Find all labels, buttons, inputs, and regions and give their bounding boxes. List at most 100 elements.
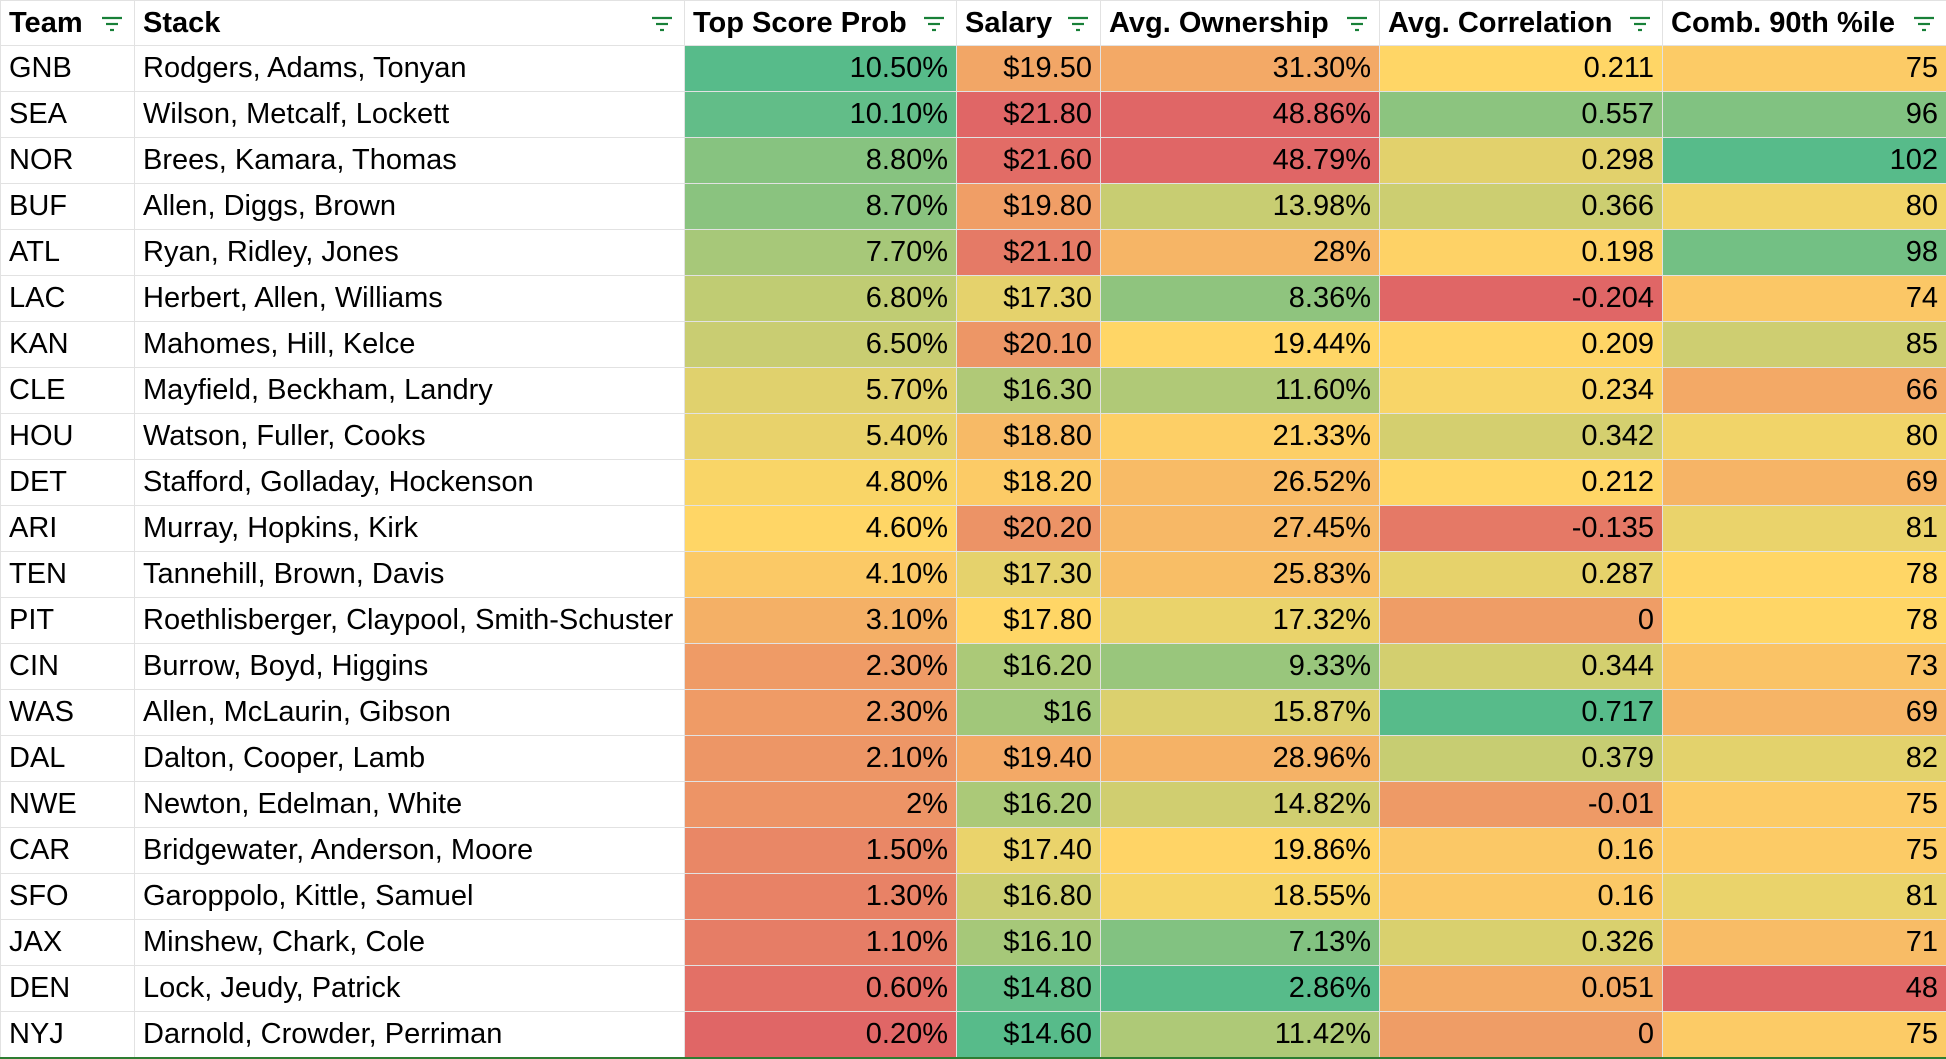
cell-comb-90th[interactable]: 75: [1663, 46, 1946, 92]
cell-comb-90th[interactable]: 71: [1663, 920, 1946, 966]
cell-avg-ownership[interactable]: 15.87%: [1101, 690, 1380, 736]
cell-team[interactable]: SEA: [1, 92, 135, 138]
cell-avg-ownership[interactable]: 31.30%: [1101, 46, 1380, 92]
cell-stack[interactable]: Allen, Diggs, Brown: [135, 184, 685, 230]
cell-avg-correlation[interactable]: 0.287: [1380, 552, 1663, 598]
cell-avg-ownership[interactable]: 19.86%: [1101, 828, 1380, 874]
cell-top-score-prob[interactable]: 10.10%: [685, 92, 957, 138]
cell-avg-correlation[interactable]: 0.379: [1380, 736, 1663, 782]
cell-avg-correlation[interactable]: 0.198: [1380, 230, 1663, 276]
cell-stack[interactable]: Ryan, Ridley, Jones: [135, 230, 685, 276]
cell-stack[interactable]: Tannehill, Brown, Davis: [135, 552, 685, 598]
cell-salary[interactable]: $17.30: [957, 276, 1101, 322]
cell-avg-correlation[interactable]: 0.298: [1380, 138, 1663, 184]
cell-avg-correlation[interactable]: 0.209: [1380, 322, 1663, 368]
cell-salary[interactable]: $19.40: [957, 736, 1101, 782]
cell-comb-90th[interactable]: 80: [1663, 414, 1946, 460]
cell-top-score-prob[interactable]: 6.80%: [685, 276, 957, 322]
cell-avg-correlation[interactable]: -0.135: [1380, 506, 1663, 552]
cell-team[interactable]: NOR: [1, 138, 135, 184]
cell-salary[interactable]: $17.40: [957, 828, 1101, 874]
cell-comb-90th[interactable]: 81: [1663, 874, 1946, 920]
cell-avg-correlation[interactable]: 0.326: [1380, 920, 1663, 966]
cell-salary[interactable]: $21.10: [957, 230, 1101, 276]
cell-avg-ownership[interactable]: 27.45%: [1101, 506, 1380, 552]
cell-avg-correlation[interactable]: -0.01: [1380, 782, 1663, 828]
cell-avg-correlation[interactable]: 0.717: [1380, 690, 1663, 736]
cell-avg-ownership[interactable]: 25.83%: [1101, 552, 1380, 598]
cell-comb-90th[interactable]: 69: [1663, 690, 1946, 736]
cell-comb-90th[interactable]: 81: [1663, 506, 1946, 552]
cell-avg-correlation[interactable]: 0: [1380, 598, 1663, 644]
cell-comb-90th[interactable]: 75: [1663, 828, 1946, 874]
column-header-team[interactable]: Team: [1, 1, 135, 46]
cell-comb-90th[interactable]: 78: [1663, 598, 1946, 644]
cell-comb-90th[interactable]: 66: [1663, 368, 1946, 414]
cell-avg-ownership[interactable]: 48.86%: [1101, 92, 1380, 138]
filter-icon[interactable]: [1345, 15, 1369, 33]
cell-team[interactable]: BUF: [1, 184, 135, 230]
filter-icon[interactable]: [100, 15, 124, 33]
cell-top-score-prob[interactable]: 2.10%: [685, 736, 957, 782]
cell-salary[interactable]: $19.50: [957, 46, 1101, 92]
cell-top-score-prob[interactable]: 2%: [685, 782, 957, 828]
cell-stack[interactable]: Bridgewater, Anderson, Moore: [135, 828, 685, 874]
cell-stack[interactable]: Herbert, Allen, Williams: [135, 276, 685, 322]
column-header-avg-correlation[interactable]: Avg. Correlation: [1380, 1, 1663, 46]
cell-team[interactable]: GNB: [1, 46, 135, 92]
filter-icon[interactable]: [1066, 15, 1090, 33]
cell-team[interactable]: CIN: [1, 644, 135, 690]
cell-stack[interactable]: Garoppolo, Kittle, Samuel: [135, 874, 685, 920]
cell-avg-ownership[interactable]: 18.55%: [1101, 874, 1380, 920]
cell-salary[interactable]: $17.80: [957, 598, 1101, 644]
cell-comb-90th[interactable]: 78: [1663, 552, 1946, 598]
cell-avg-correlation[interactable]: 0.366: [1380, 184, 1663, 230]
cell-avg-ownership[interactable]: 13.98%: [1101, 184, 1380, 230]
cell-comb-90th[interactable]: 98: [1663, 230, 1946, 276]
cell-comb-90th[interactable]: 102: [1663, 138, 1946, 184]
cell-comb-90th[interactable]: 73: [1663, 644, 1946, 690]
cell-salary[interactable]: $20.20: [957, 506, 1101, 552]
cell-avg-correlation[interactable]: 0.16: [1380, 828, 1663, 874]
cell-stack[interactable]: Roethlisberger, Claypool, Smith-Schuster: [135, 598, 685, 644]
cell-stack[interactable]: Allen, McLaurin, Gibson: [135, 690, 685, 736]
cell-avg-ownership[interactable]: 9.33%: [1101, 644, 1380, 690]
cell-stack[interactable]: Stafford, Golladay, Hockenson: [135, 460, 685, 506]
cell-top-score-prob[interactable]: 1.30%: [685, 874, 957, 920]
cell-avg-ownership[interactable]: 21.33%: [1101, 414, 1380, 460]
cell-avg-correlation[interactable]: 0.557: [1380, 92, 1663, 138]
column-header-salary[interactable]: Salary: [957, 1, 1101, 46]
cell-avg-ownership[interactable]: 2.86%: [1101, 966, 1380, 1012]
cell-top-score-prob[interactable]: 5.40%: [685, 414, 957, 460]
cell-avg-correlation[interactable]: 0.342: [1380, 414, 1663, 460]
cell-comb-90th[interactable]: 74: [1663, 276, 1946, 322]
cell-top-score-prob[interactable]: 6.50%: [685, 322, 957, 368]
cell-comb-90th[interactable]: 48: [1663, 966, 1946, 1012]
cell-avg-correlation[interactable]: 0.344: [1380, 644, 1663, 690]
column-header-stack[interactable]: Stack: [135, 1, 685, 46]
cell-stack[interactable]: Lock, Jeudy, Patrick: [135, 966, 685, 1012]
cell-stack[interactable]: Mayfield, Beckham, Landry: [135, 368, 685, 414]
cell-team[interactable]: CAR: [1, 828, 135, 874]
cell-team[interactable]: HOU: [1, 414, 135, 460]
cell-avg-ownership[interactable]: 28%: [1101, 230, 1380, 276]
cell-salary[interactable]: $16.30: [957, 368, 1101, 414]
cell-avg-ownership[interactable]: 8.36%: [1101, 276, 1380, 322]
cell-avg-ownership[interactable]: 11.60%: [1101, 368, 1380, 414]
cell-avg-ownership[interactable]: 26.52%: [1101, 460, 1380, 506]
cell-avg-ownership[interactable]: 14.82%: [1101, 782, 1380, 828]
cell-avg-ownership[interactable]: 19.44%: [1101, 322, 1380, 368]
cell-salary[interactable]: $17.30: [957, 552, 1101, 598]
cell-avg-ownership[interactable]: 28.96%: [1101, 736, 1380, 782]
cell-avg-correlation[interactable]: -0.204: [1380, 276, 1663, 322]
filter-icon[interactable]: [650, 15, 674, 33]
cell-avg-correlation[interactable]: 0: [1380, 1012, 1663, 1059]
cell-stack[interactable]: Rodgers, Adams, Tonyan: [135, 46, 685, 92]
cell-salary[interactable]: $20.10: [957, 322, 1101, 368]
cell-salary[interactable]: $16.20: [957, 644, 1101, 690]
cell-avg-correlation[interactable]: 0.234: [1380, 368, 1663, 414]
cell-team[interactable]: ATL: [1, 230, 135, 276]
cell-team[interactable]: ARI: [1, 506, 135, 552]
cell-team[interactable]: KAN: [1, 322, 135, 368]
cell-salary[interactable]: $18.20: [957, 460, 1101, 506]
